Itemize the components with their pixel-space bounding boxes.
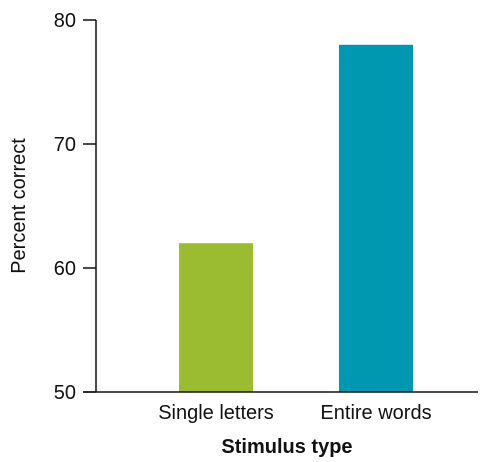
y-tick-label: 70 bbox=[54, 134, 76, 156]
y-tick-label: 60 bbox=[54, 258, 76, 280]
x-tick-label: Single letters bbox=[158, 402, 274, 424]
bar-entire-words bbox=[339, 44, 413, 393]
y-axis-title: Percent correct bbox=[8, 138, 30, 274]
y-tick-label: 50 bbox=[54, 382, 76, 404]
plot-area bbox=[179, 44, 413, 393]
bar-single-letters bbox=[179, 243, 253, 392]
x-axis-title: Stimulus type bbox=[221, 436, 352, 458]
y-axis-ticks: 50 60 70 80 bbox=[54, 10, 96, 404]
y-tick-label: 80 bbox=[54, 10, 76, 32]
x-axis-tick-labels: Single letters Entire words bbox=[158, 402, 431, 424]
x-tick-label: Entire words bbox=[320, 402, 431, 424]
